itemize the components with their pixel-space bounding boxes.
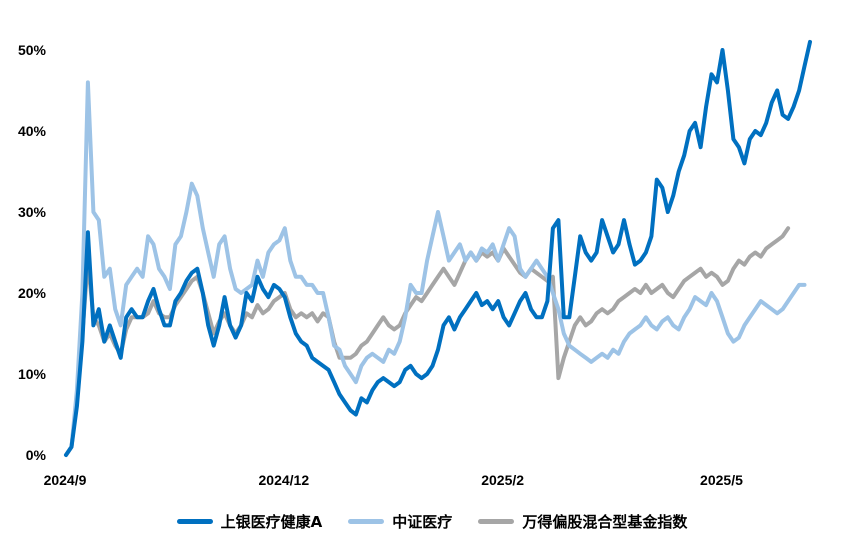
x-tick-label: 2024/12 bbox=[259, 472, 310, 488]
y-tick-label: 30% bbox=[18, 204, 47, 220]
x-tick-labels: 2024/9 2024/12 2025/2 2025/5 bbox=[44, 472, 744, 488]
legend-item-2: 万得偏股混合型基金指数 bbox=[478, 511, 687, 532]
legend-swatch-2 bbox=[478, 518, 515, 524]
legend-item-1: 中证医疗 bbox=[348, 511, 452, 532]
series-line-1 bbox=[64, 80, 807, 457]
line-chart: 0%10%20%30%40%50% 2024/9 2024/12 2025/2 202… bbox=[18, 39, 812, 488]
legend-swatch-1 bbox=[348, 518, 385, 524]
y-tick-labels: 0% 10% 20% 30% 40% 50% bbox=[18, 42, 47, 463]
series-lines bbox=[64, 39, 812, 457]
y-tick-label: 50% bbox=[18, 42, 47, 58]
legend-item-0: 上银医疗健康A bbox=[176, 511, 323, 532]
y-tick-label: 20% bbox=[18, 285, 47, 301]
x-tick-label: 2025/5 bbox=[700, 472, 743, 488]
legend-label-2: 万得偏股混合型基金指数 bbox=[522, 512, 688, 531]
legend-label-0: 上银医疗健康A bbox=[220, 512, 323, 531]
series-line-0 bbox=[64, 39, 812, 457]
x-tick-label: 2025/2 bbox=[481, 472, 524, 488]
legend: 上银医疗健康A 中证医疗 万得偏股混合型基金指数 bbox=[0, 508, 864, 534]
x-tick-label: 2024/9 bbox=[44, 472, 87, 488]
series-line-2 bbox=[64, 226, 791, 457]
legend-label-1: 中证医疗 bbox=[392, 512, 453, 531]
legend-swatch-0 bbox=[176, 518, 213, 524]
y-tick-label: 0% bbox=[26, 447, 47, 463]
y-tick-label: 10% bbox=[18, 366, 47, 382]
y-tick-label: 40% bbox=[18, 123, 47, 139]
